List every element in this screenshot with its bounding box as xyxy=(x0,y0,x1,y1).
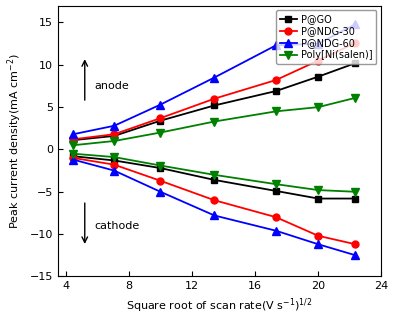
X-axis label: Square root of scan rate(V s$^{-1}$)$^{1/2}$: Square root of scan rate(V s$^{-1}$)$^{1… xyxy=(126,297,313,316)
P@NDG-60 xyxy=(353,22,358,26)
Text: anode: anode xyxy=(94,81,129,91)
Poly[Ni(salen)] xyxy=(273,109,278,113)
P@NDG-30 xyxy=(112,132,117,136)
P@NDG-30 xyxy=(273,78,278,82)
P@NDG-60 xyxy=(112,124,117,128)
Y-axis label: Peak current density(mA cm$^{-2}$): Peak current density(mA cm$^{-2}$) xyxy=(6,53,24,229)
Poly[Ni(salen)] xyxy=(316,105,321,109)
P@GO xyxy=(316,75,321,79)
P@GO xyxy=(212,103,217,107)
P@NDG-60 xyxy=(316,42,321,46)
P@GO xyxy=(158,119,163,123)
P@NDG-30 xyxy=(71,137,76,141)
Line: Poly[Ni(salen)]: Poly[Ni(salen)] xyxy=(69,94,359,149)
P@NDG-30 xyxy=(212,97,217,100)
P@GO xyxy=(71,138,76,142)
Poly[Ni(salen)] xyxy=(112,139,117,143)
P@NDG-60 xyxy=(273,43,278,47)
Text: cathode: cathode xyxy=(94,221,139,231)
Poly[Ni(salen)] xyxy=(71,143,76,147)
Line: P@NDG-60: P@NDG-60 xyxy=(69,20,359,138)
P@NDG-30 xyxy=(316,59,321,63)
Legend: P@GO, P@NDG-30, P@NDG-60, Poly[Ni(salen)]: P@GO, P@NDG-30, P@NDG-60, Poly[Ni(salen)… xyxy=(276,10,376,64)
P@GO xyxy=(112,134,117,138)
Poly[Ni(salen)] xyxy=(212,120,217,124)
P@GO xyxy=(273,89,278,93)
Poly[Ni(salen)] xyxy=(158,131,163,134)
Poly[Ni(salen)] xyxy=(353,96,358,100)
P@GO xyxy=(353,61,358,65)
P@NDG-30 xyxy=(353,41,358,45)
P@NDG-60 xyxy=(158,103,163,107)
P@NDG-30 xyxy=(158,116,163,120)
Line: P@NDG-30: P@NDG-30 xyxy=(70,39,359,143)
P@NDG-60 xyxy=(212,75,217,79)
Line: P@GO: P@GO xyxy=(70,60,359,143)
P@NDG-60 xyxy=(71,132,76,136)
